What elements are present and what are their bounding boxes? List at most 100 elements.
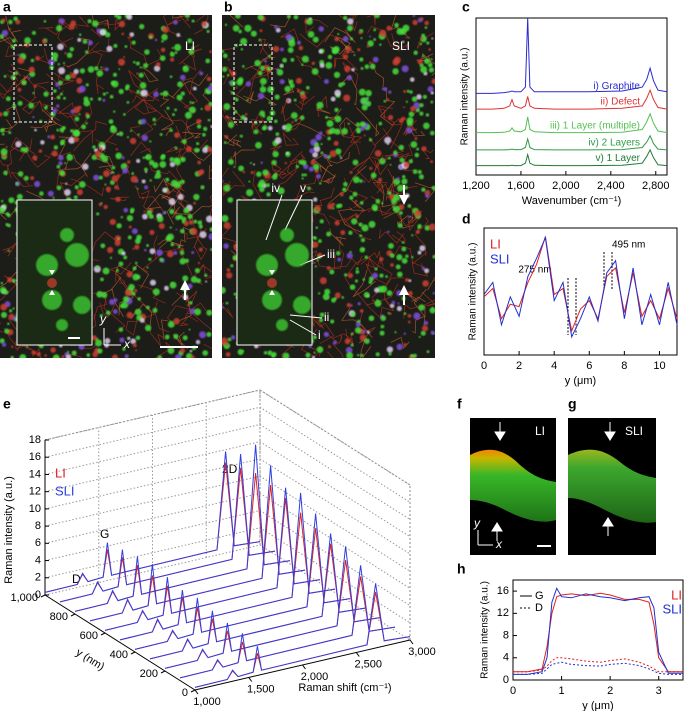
speck [311,68,319,75]
speck [116,174,121,178]
speck [266,192,271,197]
speck [224,23,228,27]
speck [401,257,408,264]
panel-label: a [3,0,11,15]
speck [244,24,252,32]
speck [380,202,384,205]
fiber [176,290,198,305]
speck [333,71,341,79]
speck [311,61,316,66]
speck [137,133,140,136]
speck [170,179,178,187]
speck [346,302,351,308]
panel-label: f [457,396,462,412]
speck [326,120,334,128]
speck [326,266,331,271]
speck [34,128,37,132]
y-tick-label: 16 [497,585,509,597]
speck [345,50,349,54]
speck [366,330,370,334]
speck [146,244,150,247]
speck [222,53,228,59]
speck [135,61,140,66]
speck [190,355,195,358]
spectrum [194,583,411,688]
speck [65,74,71,81]
speck [0,112,3,117]
y-axis [44,594,196,691]
speck [405,254,409,259]
speck [8,131,12,135]
speck [171,282,174,285]
speck [8,197,15,204]
fiber [142,235,158,273]
speck [373,38,377,42]
speck [61,355,65,358]
speck [315,226,319,229]
speck [83,96,89,102]
speck [70,72,77,79]
speck [206,331,212,337]
fiber [316,105,331,114]
speck [30,58,35,63]
speck [132,266,137,271]
fiber [153,177,181,194]
speck [232,255,238,261]
speck [425,193,430,198]
speck [169,128,173,133]
blob [262,290,282,310]
fiber [349,199,366,211]
speck [111,354,119,358]
speck [117,187,120,191]
speck [354,327,362,334]
speck [403,332,407,335]
blob [73,296,91,314]
speck [351,67,355,72]
speck [432,291,435,295]
speck [177,81,184,88]
speck [323,78,329,84]
fiber [2,242,17,257]
speck [140,89,148,97]
series-line [476,134,668,151]
speck [19,354,27,358]
speck [403,312,407,316]
blob [285,243,309,267]
panel-label: c [462,0,470,15]
speck [55,25,63,32]
speck [335,148,342,155]
speck [234,44,238,48]
speck [329,269,335,275]
speck [355,214,359,218]
speck [323,153,328,159]
fiber [236,56,276,95]
speck [280,64,284,68]
pointer [289,319,317,336]
speck [227,197,234,203]
speck [316,174,321,179]
speck [308,166,314,172]
speck [267,125,273,131]
spectrum [119,492,336,641]
speck [169,281,177,289]
speck [94,151,101,158]
speck [426,350,430,354]
speck [174,43,182,52]
speck [32,115,35,119]
speck [378,121,383,126]
speck [284,161,287,165]
speck [38,149,43,153]
y-tick-label: 800 [50,611,68,623]
speck [418,174,424,180]
speck [383,99,387,103]
speck [94,66,99,71]
speck [346,75,353,81]
speck [420,17,424,21]
speck [58,161,63,166]
speck [4,328,10,334]
speck [393,194,401,202]
speck [320,151,324,155]
speck [36,352,41,357]
speck [17,53,20,56]
speck [409,90,413,94]
